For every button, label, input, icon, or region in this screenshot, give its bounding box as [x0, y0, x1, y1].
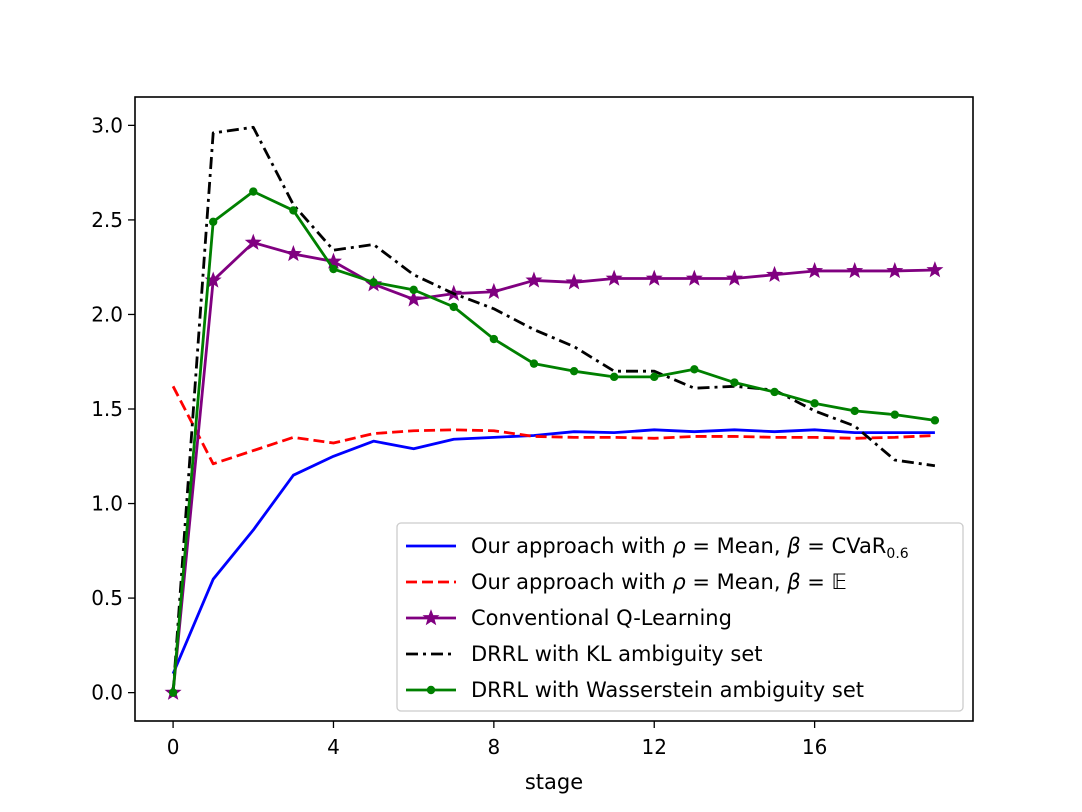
legend-entry-1: Our approach with ρ = Mean, β = 𝔼: [406, 570, 847, 594]
series-line: [171, 385, 935, 466]
y-tick-label: 1.5: [91, 397, 123, 421]
data-point: [369, 278, 378, 287]
data-point: [409, 285, 418, 295]
y-tick-label: 3.0: [91, 113, 123, 137]
data-point: [208, 217, 218, 226]
legend-marker: [422, 609, 440, 626]
data-point: [930, 416, 940, 425]
data-point: [645, 269, 663, 286]
data-point: [569, 366, 579, 376]
legend-label: Our approach with ρ = Mean, β = CVaR0.6: [471, 534, 909, 562]
data-point: [525, 271, 543, 288]
series-1: [171, 385, 935, 466]
data-point: [766, 265, 784, 282]
series-line: [171, 241, 935, 693]
x-axis: 0 4 8 12 16: [167, 721, 827, 759]
data-point: [685, 269, 703, 286]
data-point: [405, 290, 423, 307]
y-tick-label: 1.0: [91, 492, 123, 516]
data-point: [329, 264, 338, 274]
x-tick-label: 4: [327, 735, 340, 759]
series-line: [171, 125, 936, 693]
y-tick-label: 0.5: [91, 586, 123, 610]
x-tick-label: 8: [487, 735, 500, 759]
data-point: [605, 269, 623, 286]
data-point: [886, 262, 904, 279]
data-point: [926, 261, 944, 278]
data-point: [609, 372, 619, 382]
data-point: [485, 282, 503, 299]
x-tick-label: 16: [802, 735, 827, 759]
data-point: [810, 399, 819, 408]
y-tick-label: 2.5: [91, 208, 123, 232]
plot-lines: [164, 125, 944, 700]
legend-entry-3: DRRL with KL ambiguity set: [406, 642, 763, 666]
legend-marker: [426, 685, 436, 695]
legend-frame: [396, 522, 964, 712]
data-point: [284, 245, 302, 262]
data-point: [850, 406, 859, 416]
x-tick-label: 12: [642, 735, 667, 759]
legend-entry-2: Conventional Q-Learning: [406, 606, 732, 630]
data-point: [168, 688, 178, 697]
legend-entry-0: Our approach with ρ = Mean, β = CVaR0.6: [406, 534, 909, 562]
data-point: [489, 334, 499, 344]
data-point: [650, 372, 659, 382]
data-point: [730, 378, 739, 387]
series-0: [171, 428, 935, 675]
data-point: [249, 187, 258, 196]
legend-entry-4: DRRL with Wasserstein ambiguity set: [406, 678, 864, 702]
y-tick-label: 0.0: [91, 681, 123, 705]
data-point: [565, 273, 583, 290]
y-axis: 0.0 0.5 1.0 1.5 2.0 2.5 3.0: [91, 113, 135, 705]
data-point: [806, 262, 824, 279]
series-line: [171, 190, 936, 693]
data-point: [449, 302, 458, 312]
data-point: [846, 262, 864, 279]
legend-label: DRRL with KL ambiguity set: [471, 642, 763, 666]
series-line: [171, 428, 935, 675]
data-point: [725, 269, 743, 286]
y-tick-label: 2.0: [91, 302, 123, 326]
legend-label: Our approach with ρ = Mean, β = 𝔼: [471, 570, 847, 594]
series-3: [171, 125, 936, 693]
data-point: [529, 359, 539, 368]
data-point: [890, 410, 900, 419]
legend-label: Conventional Q-Learning: [471, 606, 732, 630]
legend: Our approach with ρ = Mean, β = CVaR0.6 O…: [396, 522, 964, 712]
data-point: [244, 233, 262, 250]
data-point: [289, 206, 298, 215]
series-4: [168, 187, 940, 697]
x-axis-label: stage: [525, 770, 583, 794]
x-tick-label: 0: [167, 735, 180, 759]
data-point: [690, 365, 699, 374]
data-point: [770, 387, 779, 397]
legend-label: DRRL with Wasserstein ambiguity set: [471, 678, 864, 702]
